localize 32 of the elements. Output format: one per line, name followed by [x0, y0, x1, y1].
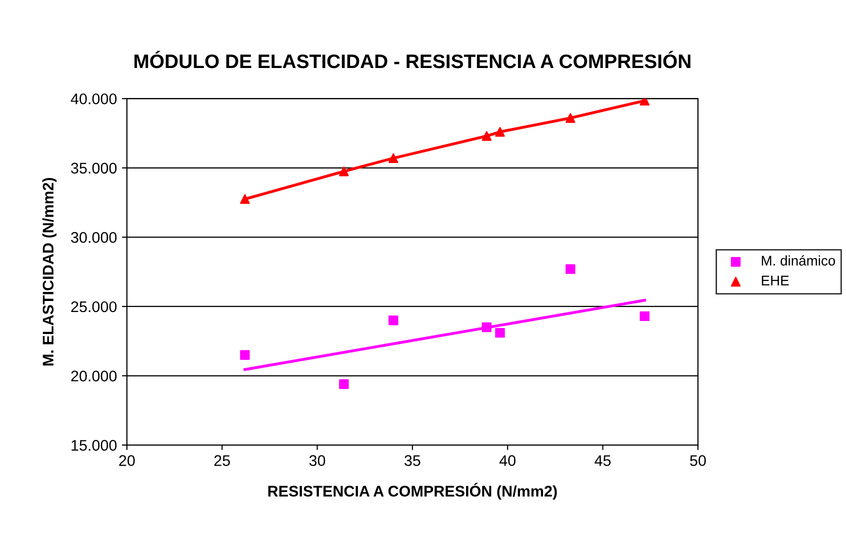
y-tick-label: 35.000	[71, 162, 117, 174]
y-tick-label: 20.000	[71, 370, 117, 382]
x-axis-title: RESISTENCIA A COMPRESIÓN (N/mm2)	[268, 482, 557, 500]
y-tick-label: 40.000	[70, 93, 117, 104]
point	[339, 166, 349, 176]
x-tick-label: 20	[119, 455, 135, 466]
point	[388, 315, 398, 326]
point	[566, 264, 576, 274]
point	[640, 98, 650, 106]
point	[495, 328, 505, 338]
point	[240, 350, 250, 360]
x-tick-label: 45	[594, 455, 611, 466]
y-axis-title: M. ELASTICIDAD (N/mm2)	[42, 178, 57, 366]
x-tick-label: 40	[499, 455, 516, 466]
point	[482, 322, 492, 332]
point	[388, 153, 398, 164]
point	[240, 194, 250, 204]
point	[640, 311, 650, 322]
y-tick-label: 15.000	[72, 440, 117, 451]
x-tick-label: 35	[404, 455, 420, 466]
point	[339, 379, 349, 389]
legend-label: EHE	[762, 276, 789, 286]
point	[482, 131, 492, 141]
x-tick-label: 30	[309, 455, 326, 466]
point	[495, 127, 505, 137]
point	[566, 113, 576, 123]
x-tick-label: 25	[214, 455, 230, 466]
y-tick-label: 30.000	[71, 232, 117, 243]
y-tick-label: 25.000	[71, 301, 117, 312]
x-tick-label: 50	[690, 455, 706, 466]
legend-label: M. dinámico	[762, 255, 836, 266]
chart-title: MÓDULO DE ELASTICIDAD - RESISTENCIA A COMPRESIÓN	[134, 50, 690, 68]
